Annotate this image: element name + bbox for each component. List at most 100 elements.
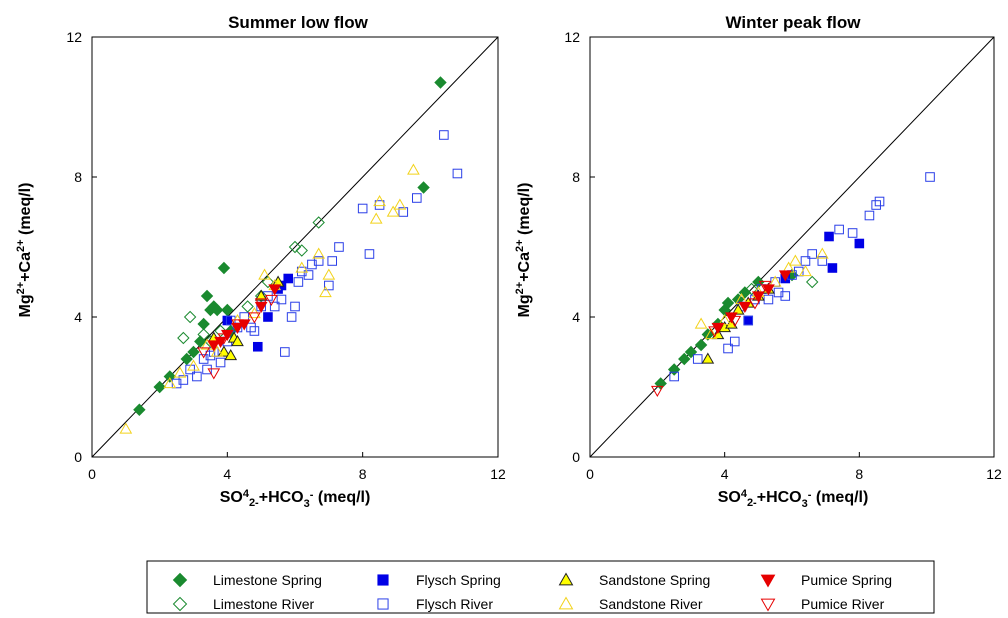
- point-limestone-river: [295, 244, 308, 257]
- point-sandstone-river: [373, 194, 386, 207]
- legend: Limestone Spring Flysch Spring Sandstone S…: [146, 560, 935, 614]
- point-flysch-river: [807, 249, 817, 259]
- y-axis-label-winter: Mg2++Ca2+ (meq/l): [514, 183, 533, 318]
- point-pumice-river: [758, 280, 772, 293]
- point-flysch-river: [246, 322, 256, 333]
- point-flysch-river: [847, 228, 858, 238]
- legend-marker-sandstone-river: [558, 596, 574, 610]
- legend-label-sandstone-river: Sandstone River: [599, 596, 703, 612]
- x-tick-label: 12: [986, 466, 1002, 482]
- point-sandstone-spring: [231, 334, 244, 347]
- legend-label-limestone-river: Limestone River: [213, 596, 314, 612]
- point-flysch-river: [412, 193, 422, 203]
- point-flysch-river: [286, 312, 297, 322]
- y-tick-label: 8: [572, 169, 580, 185]
- point-pumice-river: [708, 326, 721, 338]
- panel-title-winter: Winter peak flow: [726, 13, 862, 32]
- point-flysch-spring: [252, 341, 263, 352]
- point-limestone-river: [241, 300, 254, 313]
- point-sandstone-river: [312, 247, 326, 259]
- point-limestone-spring: [678, 352, 691, 366]
- point-limestone-river: [261, 275, 275, 289]
- point-sandstone-river: [694, 317, 708, 329]
- legend-marker-pumice-spring: [760, 574, 776, 588]
- point-limestone-river: [214, 324, 227, 338]
- legend-label-flysch-river: Flysch River: [416, 596, 493, 612]
- point-flysch-river: [205, 350, 216, 361]
- point-limestone-spring: [197, 317, 210, 331]
- point-sandstone-river: [210, 345, 224, 357]
- y-tick-label: 4: [572, 309, 580, 325]
- point-limestone-spring: [417, 181, 430, 194]
- legend-marker-flysch-river: [377, 598, 389, 610]
- legend-marker-limestone-river: [172, 596, 188, 612]
- x-tick-label: 12: [490, 466, 506, 482]
- y-tick-label: 12: [564, 29, 580, 45]
- point-sandstone-spring: [254, 289, 268, 301]
- point-flysch-spring: [854, 238, 865, 249]
- point-sandstone-river: [799, 264, 812, 277]
- point-flysch-river: [280, 347, 290, 357]
- point-flysch-river: [198, 354, 209, 364]
- point-limestone-spring: [721, 296, 735, 310]
- axis-ticks-winter: 0 4 8 12 0 4 8 12: [564, 29, 1002, 482]
- point-limestone-spring: [210, 303, 224, 317]
- point-flysch-river: [215, 357, 226, 368]
- point-limestone-river: [745, 282, 758, 296]
- point-pumice-spring: [220, 329, 234, 342]
- point-sandstone-river: [386, 205, 400, 217]
- x-tick-label: 4: [721, 466, 729, 482]
- point-sandstone-river: [319, 285, 332, 298]
- plot-frame-summer: [91, 36, 499, 458]
- point-pumice-river: [254, 298, 268, 310]
- point-pumice-spring: [207, 340, 221, 352]
- x-axis-label-summer: SO42-+HCO3- (meq/l): [220, 488, 371, 510]
- y-tick-label: 0: [572, 449, 580, 465]
- point-flysch-river: [185, 364, 195, 375]
- x-tick-label: 4: [223, 466, 231, 482]
- point-sandstone-river: [295, 261, 309, 273]
- point-flysch-river: [773, 287, 784, 298]
- panel-title-summer: Summer low flow: [228, 13, 369, 32]
- point-flysch-river: [723, 343, 733, 354]
- one-to-one-line-winter: [589, 36, 995, 458]
- point-pumice-spring: [738, 301, 752, 314]
- point-flysch-river: [296, 266, 307, 277]
- point-sandstone-river: [768, 275, 782, 287]
- one-to-one-line-summer: [91, 36, 499, 458]
- point-pumice-spring: [231, 322, 244, 335]
- point-flysch-river: [269, 301, 280, 312]
- points-winter: [650, 172, 935, 398]
- point-flysch-river: [276, 294, 287, 305]
- point-flysch-river: [334, 242, 344, 252]
- legend-marker-sandstone-spring: [558, 572, 574, 586]
- point-sandstone-spring: [701, 352, 715, 364]
- point-flysch-river: [293, 277, 304, 287]
- point-sandstone-river: [173, 366, 187, 378]
- point-flysch-river: [817, 256, 828, 266]
- point-sandstone-river: [187, 359, 200, 371]
- point-flysch-river: [192, 371, 202, 382]
- point-pumice-river: [728, 315, 742, 328]
- point-flysch-river: [171, 378, 182, 389]
- point-pumice-spring: [711, 322, 725, 335]
- point-flysch-river: [793, 266, 804, 277]
- legend-label-limestone-spring: Limestone Spring: [213, 572, 322, 588]
- point-flysch-river: [357, 203, 368, 214]
- point-limestone-spring: [153, 380, 166, 394]
- legend-box: [146, 560, 935, 614]
- point-sandstone-river: [815, 247, 829, 259]
- point-pumice-river: [231, 319, 244, 331]
- point-limestone-spring: [200, 289, 214, 303]
- point-sandstone-river: [119, 422, 133, 434]
- point-flysch-spring: [222, 315, 233, 326]
- point-flysch-river: [452, 168, 463, 179]
- point-sandstone-river: [407, 163, 420, 175]
- x-tick-label: 0: [88, 466, 96, 482]
- point-flysch-river: [871, 200, 881, 210]
- point-flysch-river: [303, 270, 314, 280]
- point-flysch-river: [225, 315, 236, 326]
- point-flysch-river: [398, 207, 409, 217]
- point-flysch-river: [327, 256, 338, 266]
- point-limestone-spring: [217, 261, 231, 275]
